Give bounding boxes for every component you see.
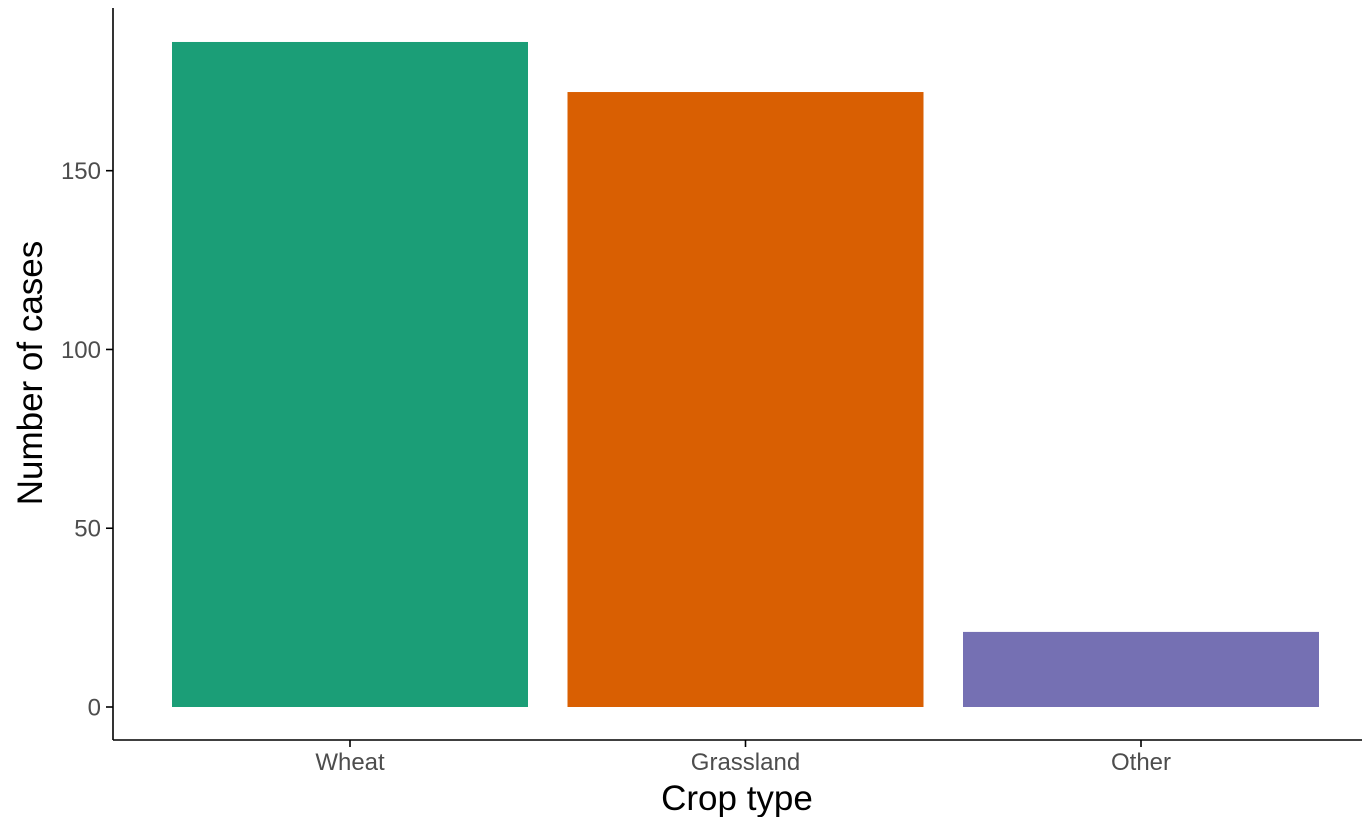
y-axis-title: Number of cases [11, 241, 50, 506]
bars-group [172, 41, 1319, 708]
x-tick-label: Wheat [315, 749, 385, 776]
y-tick-label: 50 [74, 516, 101, 543]
y-ticks-group: 0 50 100 150 [61, 158, 113, 722]
y-tick-label: 0 [88, 695, 101, 722]
y-tick-label: 150 [61, 158, 101, 185]
bar-wheat [172, 41, 528, 708]
y-tick-label: 100 [61, 337, 101, 364]
x-ticks-group: Wheat Grassland Other [315, 740, 1171, 776]
x-tick-label: Other [1111, 749, 1171, 776]
bar-other [963, 631, 1319, 707]
bar-grassland [567, 92, 924, 708]
x-axis-title: Crop type [661, 779, 813, 817]
x-tick-label: Grassland [691, 749, 800, 776]
